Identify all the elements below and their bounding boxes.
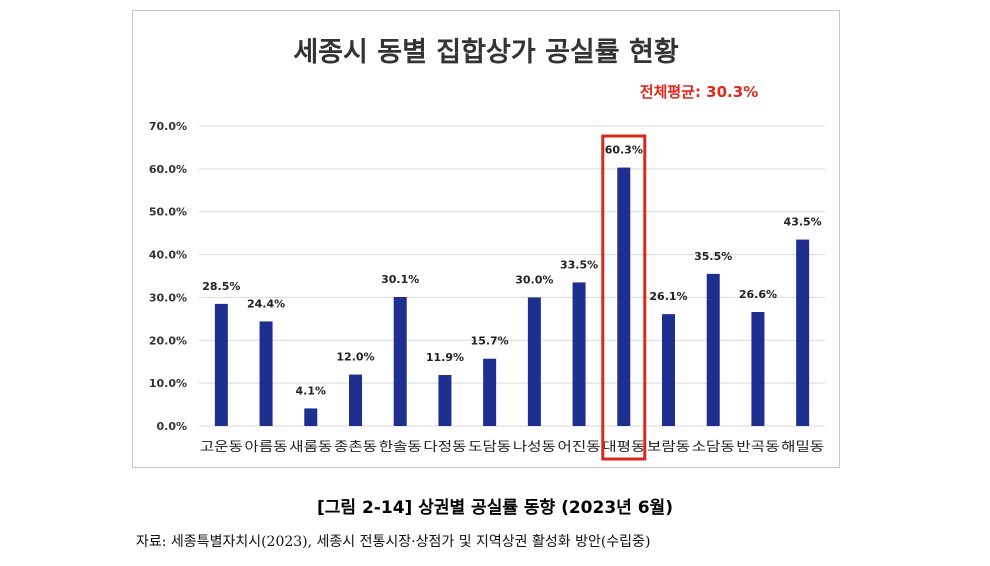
- x-tick-label: 반곡동: [736, 440, 779, 455]
- data-label: 30.0%: [515, 273, 553, 286]
- x-tick-label: 보람동: [647, 440, 690, 455]
- data-label: 11.9%: [426, 351, 464, 364]
- bar: [706, 273, 720, 426]
- data-label: 60.3%: [605, 144, 643, 157]
- x-tick-label: 다정동: [423, 440, 466, 455]
- x-tick-label: 도담동: [468, 440, 511, 455]
- data-label: 4.1%: [296, 384, 327, 397]
- data-label: 33.5%: [560, 258, 598, 271]
- x-tick-label: 어진동: [558, 440, 601, 455]
- x-tick-label: 해밀동: [781, 440, 824, 455]
- x-tick-label: 고운동: [200, 440, 243, 455]
- source-note: 자료: 세종특별자치시(2023), 세종시 전통시장·상점가 및 지역상권 활…: [136, 534, 651, 550]
- bar: [572, 282, 586, 426]
- bar: [662, 314, 675, 426]
- data-label: 24.4%: [247, 297, 285, 310]
- x-tick-label: 한솔동: [379, 440, 422, 455]
- y-tick-label: 40.0%: [149, 249, 187, 262]
- bar: [617, 167, 631, 427]
- average-annotation: 전체평균: 30.3%: [640, 83, 758, 101]
- y-tick-label: 0.0%: [156, 420, 187, 433]
- chart-title: 세종시 동별 집합상가 공실률 현황: [293, 37, 679, 68]
- bar: [304, 408, 318, 426]
- y-tick-label: 10.0%: [149, 377, 187, 390]
- chart-frame: 세종시 동별 집합상가 공실률 현황 전체평균: 30.3% 0.0% 10.0%…: [132, 10, 840, 468]
- data-label: 28.5%: [202, 280, 240, 293]
- bar: [796, 239, 810, 426]
- data-label: 12.0%: [336, 351, 374, 364]
- data-label: 26.1%: [649, 290, 687, 303]
- y-tick-label: 30.0%: [149, 291, 187, 304]
- y-axis-ticks: 0.0% 10.0% 20.0% 30.0% 40.0% 50.0% 60.0% 70.0%: [149, 120, 187, 433]
- x-axis-ticks: 고운동 아름동 새롬동 종촌동 한솔동 다정동 도담동 나성동 어진동 대평동 보람동 소담동 반곡동 해…: [200, 440, 824, 455]
- bar: [393, 297, 407, 426]
- x-tick-label: 소담동: [692, 440, 735, 455]
- y-tick-label: 20.0%: [149, 334, 187, 347]
- y-tick-label: 70.0%: [149, 120, 187, 133]
- bar: [349, 374, 362, 426]
- figure-caption: [그림 2-14] 상권별 공실률 동향 (2023년 6월): [317, 498, 673, 518]
- data-labels: 28.5% 24.4% 4.1% 12.0% 30.1% 11.9% 15.7% 30.0% 3…: [202, 144, 821, 398]
- bars: [214, 167, 810, 427]
- data-label: 15.7%: [471, 335, 509, 348]
- bar: [438, 375, 452, 426]
- x-tick-label: 아름동: [245, 440, 288, 455]
- x-tick-label: 새롬동: [289, 440, 332, 455]
- bar: [259, 321, 273, 426]
- y-tick-label: 60.0%: [149, 163, 187, 176]
- data-label: 26.6%: [739, 288, 777, 301]
- bar-chart: 세종시 동별 집합상가 공실률 현황 전체평균: 30.3% 0.0% 10.0%…: [149, 37, 825, 461]
- data-label: 35.5%: [694, 250, 732, 263]
- bar: [751, 312, 765, 426]
- x-tick-label: 종촌동: [334, 440, 377, 455]
- x-tick-label: 대평동: [602, 440, 645, 455]
- data-label: 43.5%: [784, 216, 822, 229]
- bar: [214, 303, 228, 426]
- highlight-box: [601, 134, 647, 461]
- x-tick-label: 나성동: [513, 440, 556, 455]
- highlight-layer: [601, 134, 647, 461]
- bar: [483, 358, 497, 426]
- y-tick-label: 50.0%: [149, 206, 187, 219]
- gridlines: [199, 125, 825, 427]
- bar: [527, 297, 541, 426]
- data-label: 30.1%: [381, 273, 419, 286]
